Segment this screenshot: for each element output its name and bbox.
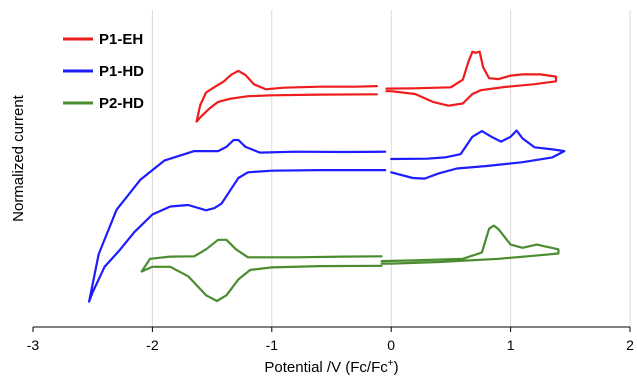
x-tick-label: -2 <box>146 337 159 353</box>
x-axis-title: Potential /V (Fc/Fc+) <box>264 358 398 376</box>
series-line-p1-hd-1 <box>87 138 387 303</box>
x-axis-ticks: -3 -2 -1 0 1 2 <box>27 327 634 353</box>
x-tick-label: 0 <box>387 337 395 353</box>
x-axis-title-main: Potential /V (Fc/Fc <box>264 359 388 376</box>
gridlines <box>151 10 631 327</box>
legend: P1-EH P1-HD P2-HD <box>63 31 144 112</box>
series-line-p2-hd-2 <box>380 224 560 265</box>
x-axis-title-end: ) <box>394 359 399 376</box>
y-axis-title: Normalized current <box>10 94 27 222</box>
x-tick-label: 1 <box>507 337 515 353</box>
series-line-p1-eh-2 <box>385 50 558 107</box>
legend-label-p1-hd: P1-HD <box>99 63 144 80</box>
series-lines <box>87 50 566 303</box>
x-tick-label: -3 <box>27 337 40 353</box>
series-line-p2-hd-1 <box>140 238 383 303</box>
series-line-p1-eh-1 <box>195 69 378 123</box>
legend-label-p1-eh: P1-EH <box>99 31 143 48</box>
x-axis-title-sup: + <box>388 358 394 369</box>
series-line-p1-hd-2 <box>390 129 566 180</box>
x-tick-label: -1 <box>266 337 279 353</box>
legend-label-p2-hd: P2-HD <box>99 95 144 112</box>
x-tick-label: 2 <box>626 337 634 353</box>
